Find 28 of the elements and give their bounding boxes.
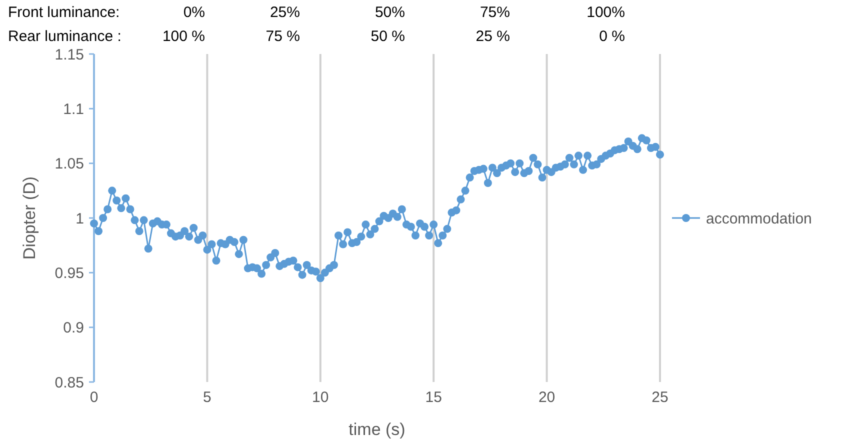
text: 100%	[586, 4, 625, 21]
text: 75 %	[266, 28, 300, 45]
y-tick-label: 0.95	[54, 264, 84, 282]
x-tick-label: 0	[90, 389, 98, 406]
y-tick-label: 0.9	[63, 320, 84, 337]
text: 75%	[480, 4, 510, 21]
text: 0%	[183, 4, 205, 21]
y-axis-title: Diopter (D)	[20, 176, 39, 260]
x-tick-label: 20	[538, 389, 556, 406]
x-axis-title: time (s)	[348, 420, 406, 439]
text: 50%	[374, 4, 405, 21]
text: Rear luminance :	[8, 28, 122, 45]
x-tick-label: 10	[312, 389, 329, 406]
y-tick-label: 1.05	[54, 156, 84, 173]
text: Front luminance:	[8, 4, 120, 21]
text: 50 %	[370, 28, 405, 45]
legend-label: accommodation	[706, 210, 812, 228]
text: 25 %	[476, 28, 510, 45]
y-tick-label: 1.15	[54, 46, 84, 64]
y-tick-label: 1	[76, 210, 84, 228]
y-tick-label: 1.1	[63, 100, 84, 118]
y-tick-label: 0.85	[54, 374, 84, 392]
text: 0 %	[599, 28, 625, 45]
text: 25%	[270, 4, 300, 21]
x-tick-label: 5	[203, 389, 212, 406]
x-tick-label: 15	[425, 389, 442, 406]
x-tick-label: 25	[652, 389, 668, 406]
text: 100 %	[162, 28, 205, 45]
